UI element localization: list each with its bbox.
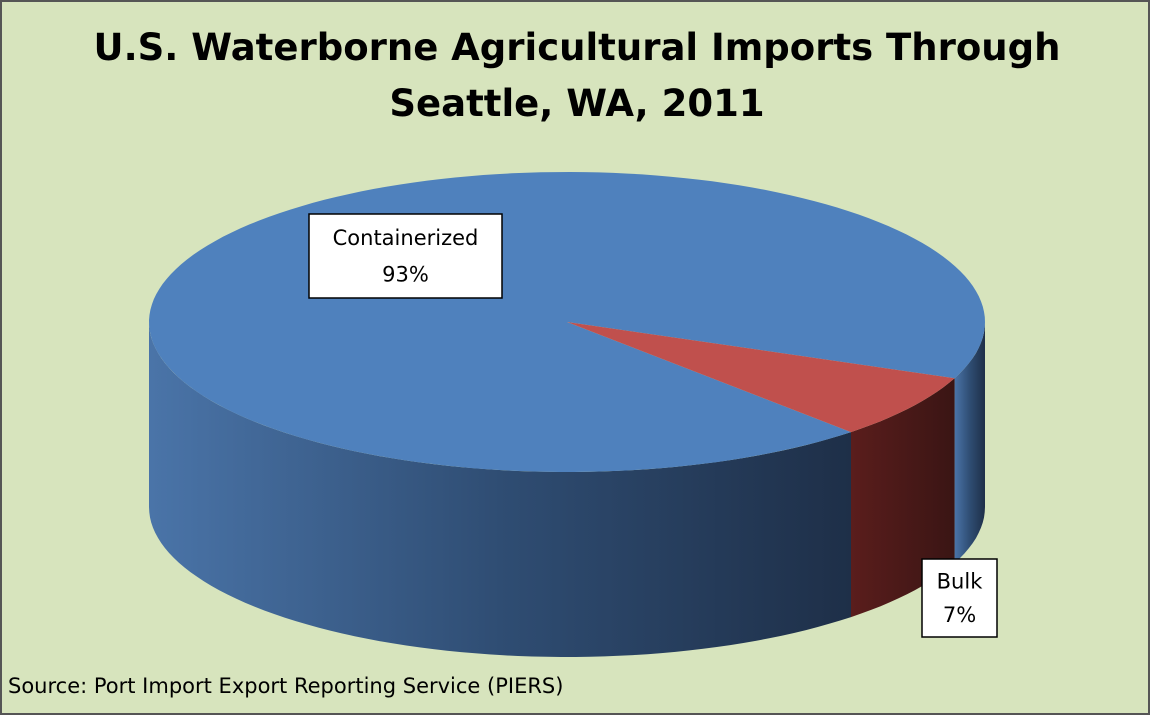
label-box: [921, 558, 998, 638]
slice: [567, 322, 955, 433]
slice-side: [851, 378, 955, 618]
slice-value-label: 93%: [382, 262, 429, 286]
slice-label: Bulk: [937, 569, 984, 593]
slice-value-label: 7%: [943, 603, 976, 627]
slice-side: [149, 322, 851, 657]
source-note: Source: Port Import Export Reporting Ser…: [8, 674, 564, 698]
slice-side: [954, 322, 985, 564]
slice-label: Containerized: [333, 226, 479, 250]
label-box: [308, 213, 503, 299]
chart-title: U.S. Waterborne Agricultural Imports Thr…: [93, 26, 1061, 125]
